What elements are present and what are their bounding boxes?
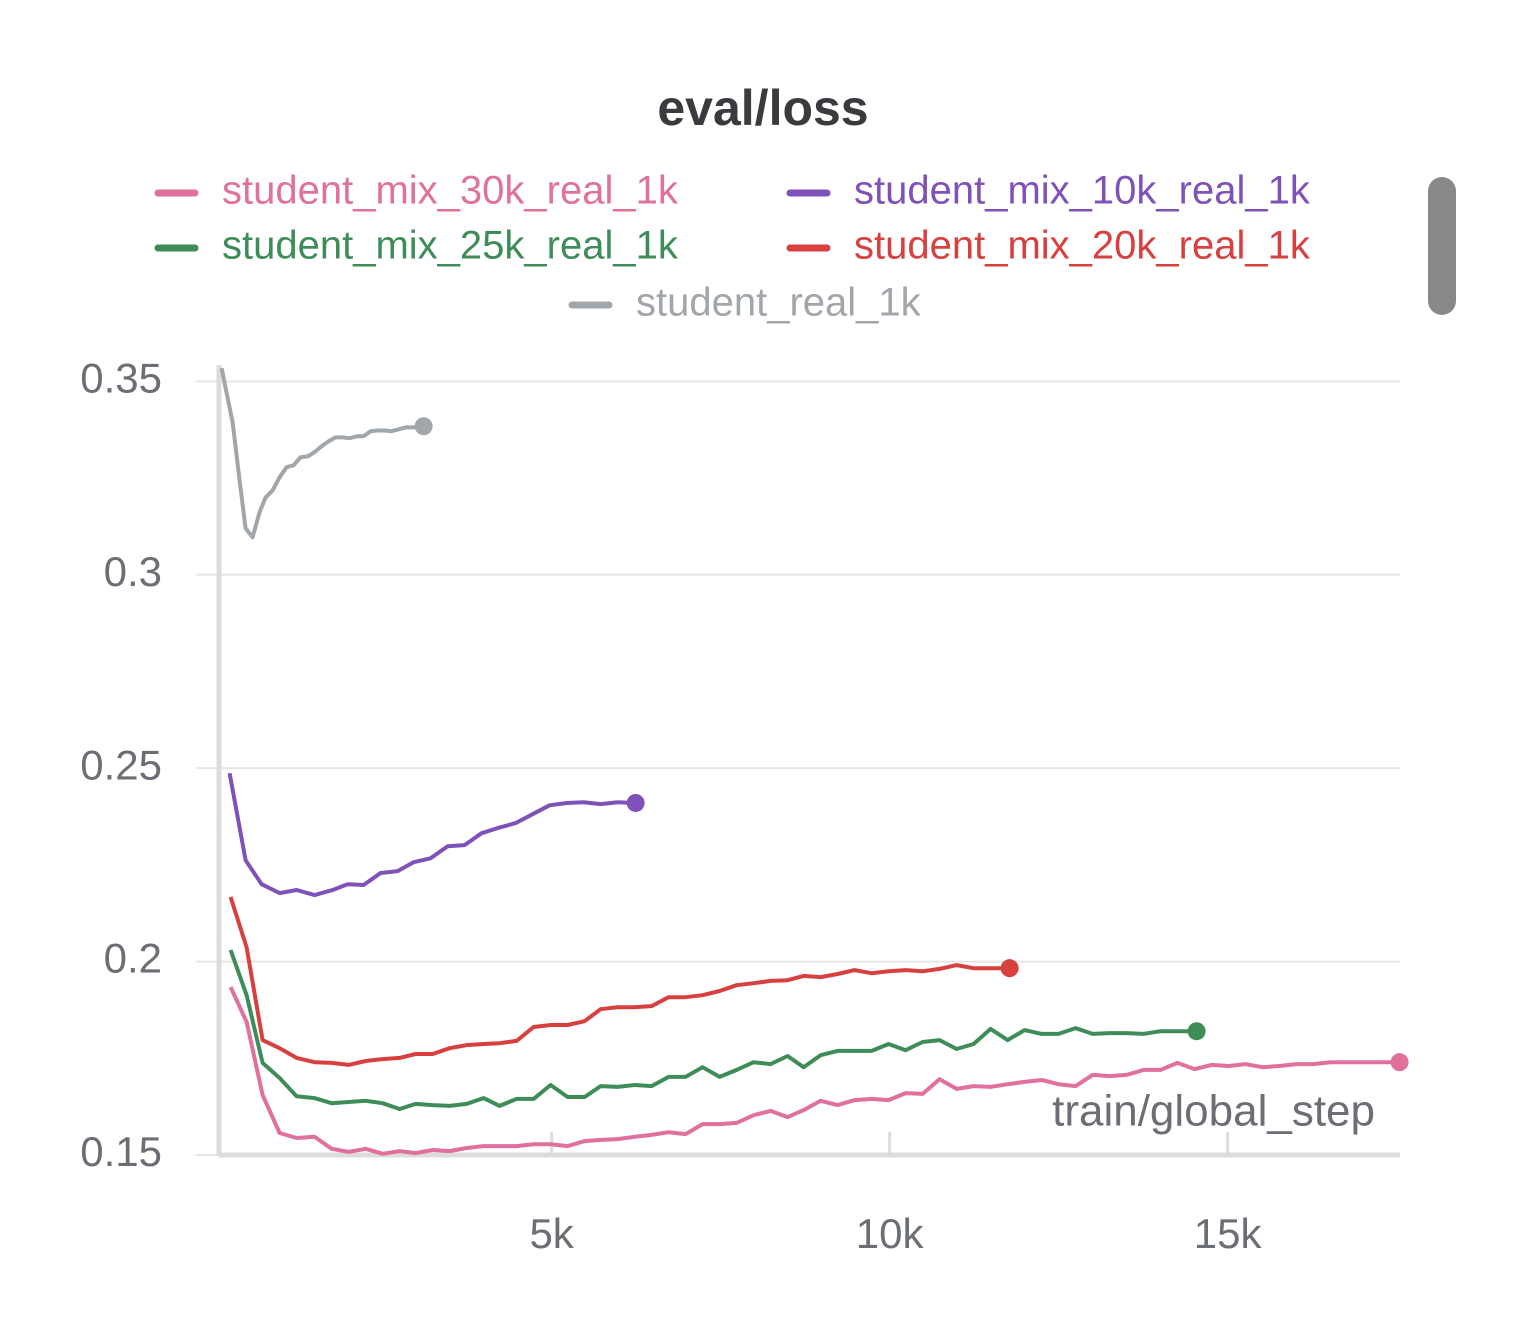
series-line (228, 896, 1010, 1067)
series-line (219, 367, 424, 540)
series-line (228, 949, 1197, 1111)
end-point (414, 417, 433, 436)
scrollbar[interactable] (1428, 177, 1456, 315)
series-line (228, 986, 1400, 1156)
end-point (1390, 1053, 1409, 1072)
legend-label: student_mix_20k_real_1k (854, 224, 1311, 268)
x-tick-label: 10k (856, 1210, 925, 1257)
y-tick-label: 0.25 (80, 741, 162, 788)
x-axis-label: train/global_step (1052, 1087, 1375, 1136)
x-tick-label: 5k (529, 1210, 574, 1257)
end-point (1000, 959, 1019, 978)
end-point (1187, 1022, 1206, 1041)
y-tick-label: 0.15 (80, 1128, 162, 1175)
series-line (227, 772, 636, 898)
y-tick-label: 0.2 (104, 935, 162, 982)
legend-label: student_mix_30k_real_1k (222, 169, 679, 213)
chart-title: eval/loss (657, 80, 868, 136)
end-point (626, 793, 645, 812)
y-tick-label: 0.35 (80, 354, 162, 401)
legend-label: student_mix_10k_real_1k (854, 169, 1311, 213)
x-tick-label: 15k (1194, 1210, 1263, 1257)
legend-label: student_real_1k (636, 281, 922, 325)
y-tick-label: 0.3 (104, 548, 162, 595)
legend-label: student_mix_25k_real_1k (222, 224, 679, 268)
